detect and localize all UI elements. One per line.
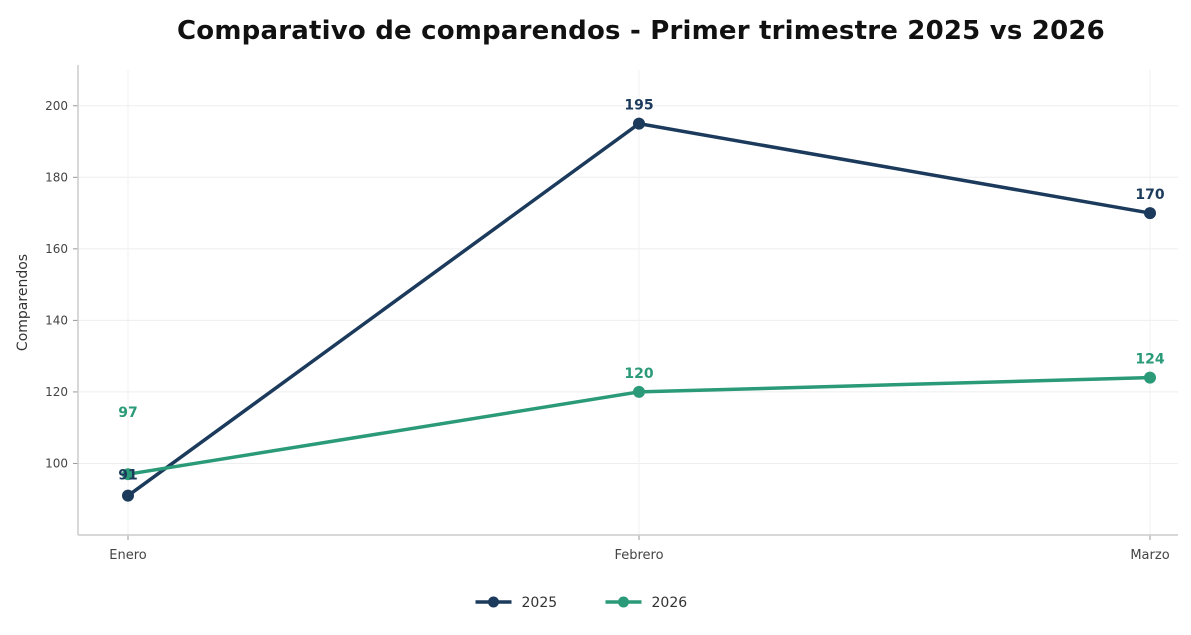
data-point-2026 [633, 385, 645, 398]
data-label-2026: 97 [118, 405, 137, 421]
x-tick-label: Enero [109, 548, 147, 563]
data-point-2025 [1144, 207, 1156, 220]
data-point-2026 [122, 468, 134, 481]
legend: 2025 2026 [475, 595, 688, 611]
data-point-2025 [633, 117, 645, 130]
y-tick-label: 180 [45, 170, 68, 184]
x-tick-label: Febrero [614, 548, 663, 563]
data-label-2025: 91 [118, 468, 137, 484]
data-label-2026: 120 [624, 366, 653, 382]
y-tick-label: 160 [45, 242, 68, 256]
axes: 100 120 140 160 180 200 Enero Febrero Marzo Compa… [15, 65, 1178, 563]
y-tick-label: 140 [45, 313, 68, 327]
chart-title: Comparativo de comparendos - Primer trim… [177, 16, 1105, 46]
y-tick-label: 120 [45, 385, 68, 399]
legend-marker-2025 [488, 596, 499, 608]
legend-marker-2026 [618, 596, 629, 608]
data-labels: 91 195 170 97 120 124 [118, 98, 1165, 484]
data-label-2026: 124 [1135, 352, 1164, 368]
data-point-2025 [122, 489, 134, 502]
y-tick-label: 100 [45, 456, 68, 470]
y-axis-label: Comparendos [15, 254, 31, 351]
legend-label-2026: 2026 [652, 595, 688, 611]
grid-lines [78, 70, 1178, 535]
data-point-2026 [1144, 371, 1156, 384]
x-tick-label: Marzo [1130, 548, 1169, 563]
series-lines [122, 117, 1156, 502]
legend-label-2025: 2025 [522, 595, 558, 611]
y-tick-label: 200 [45, 99, 68, 113]
data-label-2025: 170 [1135, 187, 1164, 203]
data-label-2025: 195 [624, 98, 653, 114]
